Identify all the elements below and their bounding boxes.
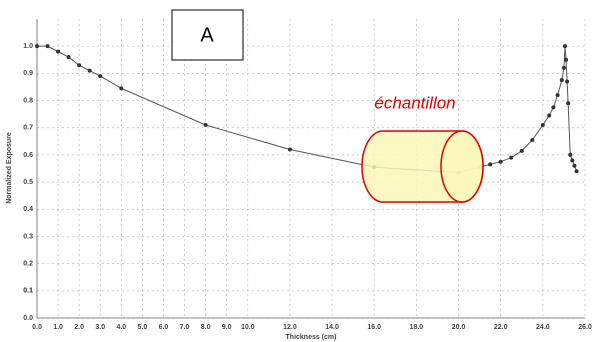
x-tick-label: 18.0 <box>410 324 424 331</box>
x-tick-label: 3.0 <box>95 324 105 331</box>
grid: 0.00.10.20.30.40.50.60.70.80.91.00.10.0 1… <box>23 19 592 331</box>
y-tick-label: 0.3 <box>23 233 33 240</box>
x-tick-label: 5.0 <box>138 324 148 331</box>
y-tick-label: 1.0 <box>23 43 33 50</box>
data-point <box>566 101 571 106</box>
x-tick-label: 20.0 <box>452 324 466 331</box>
x-tick-label: 16.0 <box>367 324 381 331</box>
x-tick-label: 4.0 <box>116 324 126 331</box>
y-tick-label: 0.2 <box>23 260 33 267</box>
data-point <box>287 147 292 152</box>
data-point <box>119 86 124 91</box>
sample-label: échantillon <box>374 93 455 112</box>
data-point <box>559 78 564 83</box>
data-point <box>568 152 573 157</box>
y-tick-label: 0.1 <box>23 288 33 295</box>
y-tick-label: 0.7 <box>23 125 33 132</box>
y-tick-label: 0.1 <box>23 288 33 295</box>
y-axis-label: Normalized Exposure <box>6 132 13 204</box>
data-point <box>488 162 493 167</box>
x-axis-label: Thickness (cm) <box>286 334 337 341</box>
x-tick-label: 9.0 <box>222 324 232 331</box>
x-tick-label: 14.0 <box>325 324 339 331</box>
data-point <box>555 93 560 98</box>
x-tick-label: 6.0 <box>159 324 169 331</box>
data-point <box>498 159 503 164</box>
data-point <box>547 113 552 118</box>
data-point <box>565 79 570 84</box>
data-point <box>540 123 545 128</box>
x-tick-label: 8.0 <box>201 324 211 331</box>
data-point <box>35 44 39 49</box>
y-tick-label: 0.9 <box>23 70 33 77</box>
data-point <box>530 137 535 142</box>
data-point <box>564 57 569 62</box>
data-point <box>203 123 208 128</box>
data-point <box>509 155 514 160</box>
y-tick-label: 0.5 <box>23 179 33 186</box>
panel-label: A <box>200 24 214 46</box>
x-tick-label: 0.0 <box>32 324 42 331</box>
x-tick-label: 10.0 <box>241 324 255 331</box>
data-point <box>66 55 71 60</box>
data-point <box>77 63 82 68</box>
y-tick-label: 0.8 <box>23 97 33 104</box>
data-point <box>562 44 567 49</box>
data-point <box>570 158 575 163</box>
cylinder-end <box>440 130 484 203</box>
x-tick-label: 24.0 <box>536 324 550 331</box>
y-tick-label: 0.0 <box>23 315 33 322</box>
x-tick-label: 1.0 <box>53 324 63 331</box>
data-point <box>574 169 579 174</box>
x-tick-label: 2.0 <box>74 324 84 331</box>
data-point <box>551 105 556 110</box>
data-point <box>561 65 566 70</box>
y-tick-label: 0.6 <box>23 152 33 159</box>
data-point <box>519 148 524 153</box>
x-tick-label: 22.0 <box>494 324 508 331</box>
data-point <box>45 44 50 49</box>
x-tick-label: 26.0 <box>578 324 592 331</box>
data-point <box>87 68 92 73</box>
data-point <box>572 163 577 168</box>
x-tick-label: 7.0 <box>180 324 190 331</box>
label-box <box>171 9 244 61</box>
y-tick-label: 0.4 <box>23 206 33 213</box>
plot <box>35 44 579 175</box>
data-point <box>98 74 103 79</box>
x-tick-label: 12.0 <box>283 324 297 331</box>
data-point <box>56 49 61 54</box>
